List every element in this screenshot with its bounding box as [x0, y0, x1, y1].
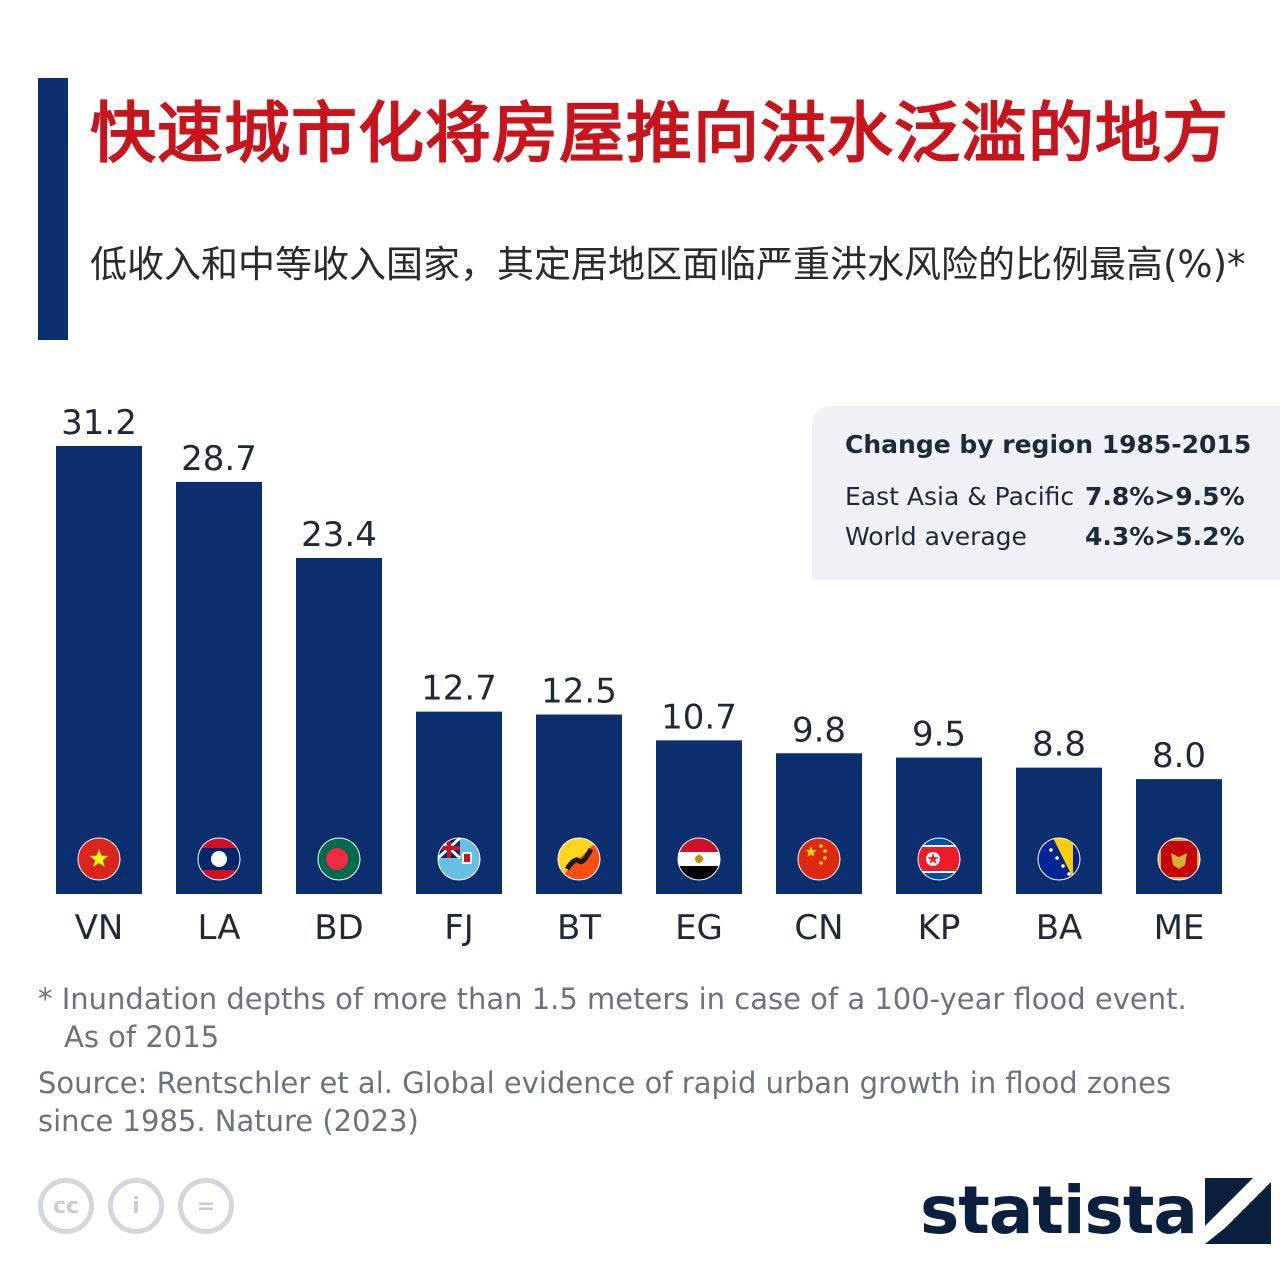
logo-text: statista [920, 1172, 1198, 1249]
footnote: * Inundation depths of more than 1.5 met… [38, 980, 1238, 1056]
flag-laos-icon [198, 838, 240, 880]
flag-vietnam-icon [78, 838, 120, 880]
bar[interactable] [56, 446, 142, 894]
value-label: 9.5 [912, 715, 966, 755]
bar-group: 31.2 VN [56, 403, 142, 948]
category-label: FJ [444, 908, 474, 948]
category-label: EG [675, 908, 723, 948]
flag-china-icon [798, 838, 840, 880]
region-value: 4.3%>5.2% [1085, 522, 1245, 551]
flag-fiji-icon [438, 838, 480, 880]
value-label: 12.5 [541, 672, 617, 712]
footnote-line-1: * Inundation depths of more than 1.5 met… [38, 982, 1187, 1016]
category-label: ME [1154, 908, 1205, 948]
logo-mark-icon [1204, 1177, 1271, 1244]
region-row-east-asia: East Asia & Pacific 7.8%>9.5% [845, 482, 1245, 511]
value-label: 8.0 [1152, 736, 1206, 776]
bar-chart: 31.2 VN 28.7 LA 23.4 BD 12.7 FJ 12.5 BT 10.7 EG 9.8 C… [56, 403, 1222, 948]
category-label: CN [794, 908, 843, 948]
source-text: Source: Rentschler et al. Global evidenc… [38, 1066, 1172, 1138]
region-change-box: Change by region 1985-2015 East Asia & P… [812, 406, 1280, 580]
license-icons: cc i = [38, 1178, 234, 1234]
value-label: 12.7 [421, 669, 497, 709]
bar-group: 8.8 BA [1016, 725, 1102, 948]
flag-egypt-icon [678, 838, 720, 880]
region-value: 7.8%>9.5% [1085, 482, 1245, 511]
category-label: KP [918, 908, 961, 948]
category-label: VN [75, 908, 124, 948]
flag-montenegro-icon [1158, 838, 1200, 880]
cc-license-icon[interactable]: cc [38, 1178, 94, 1234]
category-label: BT [557, 908, 601, 948]
flag-north-korea-icon [918, 838, 960, 880]
attribution-icon[interactable]: i [108, 1178, 164, 1234]
value-label: 23.4 [301, 515, 377, 555]
bar-group: 12.5 BT [536, 672, 622, 948]
region-change-title: Change by region 1985-2015 [845, 430, 1252, 459]
category-label: BD [314, 908, 364, 948]
value-label: 10.7 [661, 697, 737, 737]
bar-group: 8.0 ME [1136, 736, 1222, 948]
chart-title: 快速城市化将房屋推向洪水泛滥的地方 [90, 95, 1229, 172]
bar-group: 10.7 EG [656, 697, 742, 948]
bar[interactable] [176, 481, 262, 894]
region-label: World average [845, 522, 1027, 551]
bar-group: 12.7 FJ [416, 669, 502, 948]
bar-group: 23.4 BD [296, 515, 382, 948]
value-label: 8.8 [1032, 725, 1086, 765]
value-label: 28.7 [181, 439, 257, 479]
region-row-world: World average 4.3%>5.2% [845, 522, 1245, 551]
bar-group: 28.7 LA [176, 439, 262, 948]
flag-bangladesh-icon [318, 838, 360, 880]
flag-bhutan-icon [558, 838, 600, 880]
footnote-line-2: As of 2015 [64, 1020, 220, 1054]
region-label: East Asia & Pacific [845, 482, 1075, 511]
bar-group: 9.8 CN [776, 710, 862, 948]
flag-bosnia-icon [1038, 838, 1080, 880]
statista-logo[interactable]: statista [920, 1172, 1271, 1249]
bar-group: 9.5 KP [896, 715, 982, 948]
category-label: BA [1036, 908, 1083, 948]
accent-bar [38, 78, 68, 340]
value-label: 31.2 [61, 403, 137, 443]
value-label: 9.8 [792, 710, 846, 750]
no-derivatives-icon[interactable]: = [178, 1178, 234, 1234]
category-label: LA [198, 908, 241, 948]
chart-subtitle: 低收入和中等收入国家，其定居地区面临严重洪水风险的比例最高(%)* [90, 243, 1246, 286]
